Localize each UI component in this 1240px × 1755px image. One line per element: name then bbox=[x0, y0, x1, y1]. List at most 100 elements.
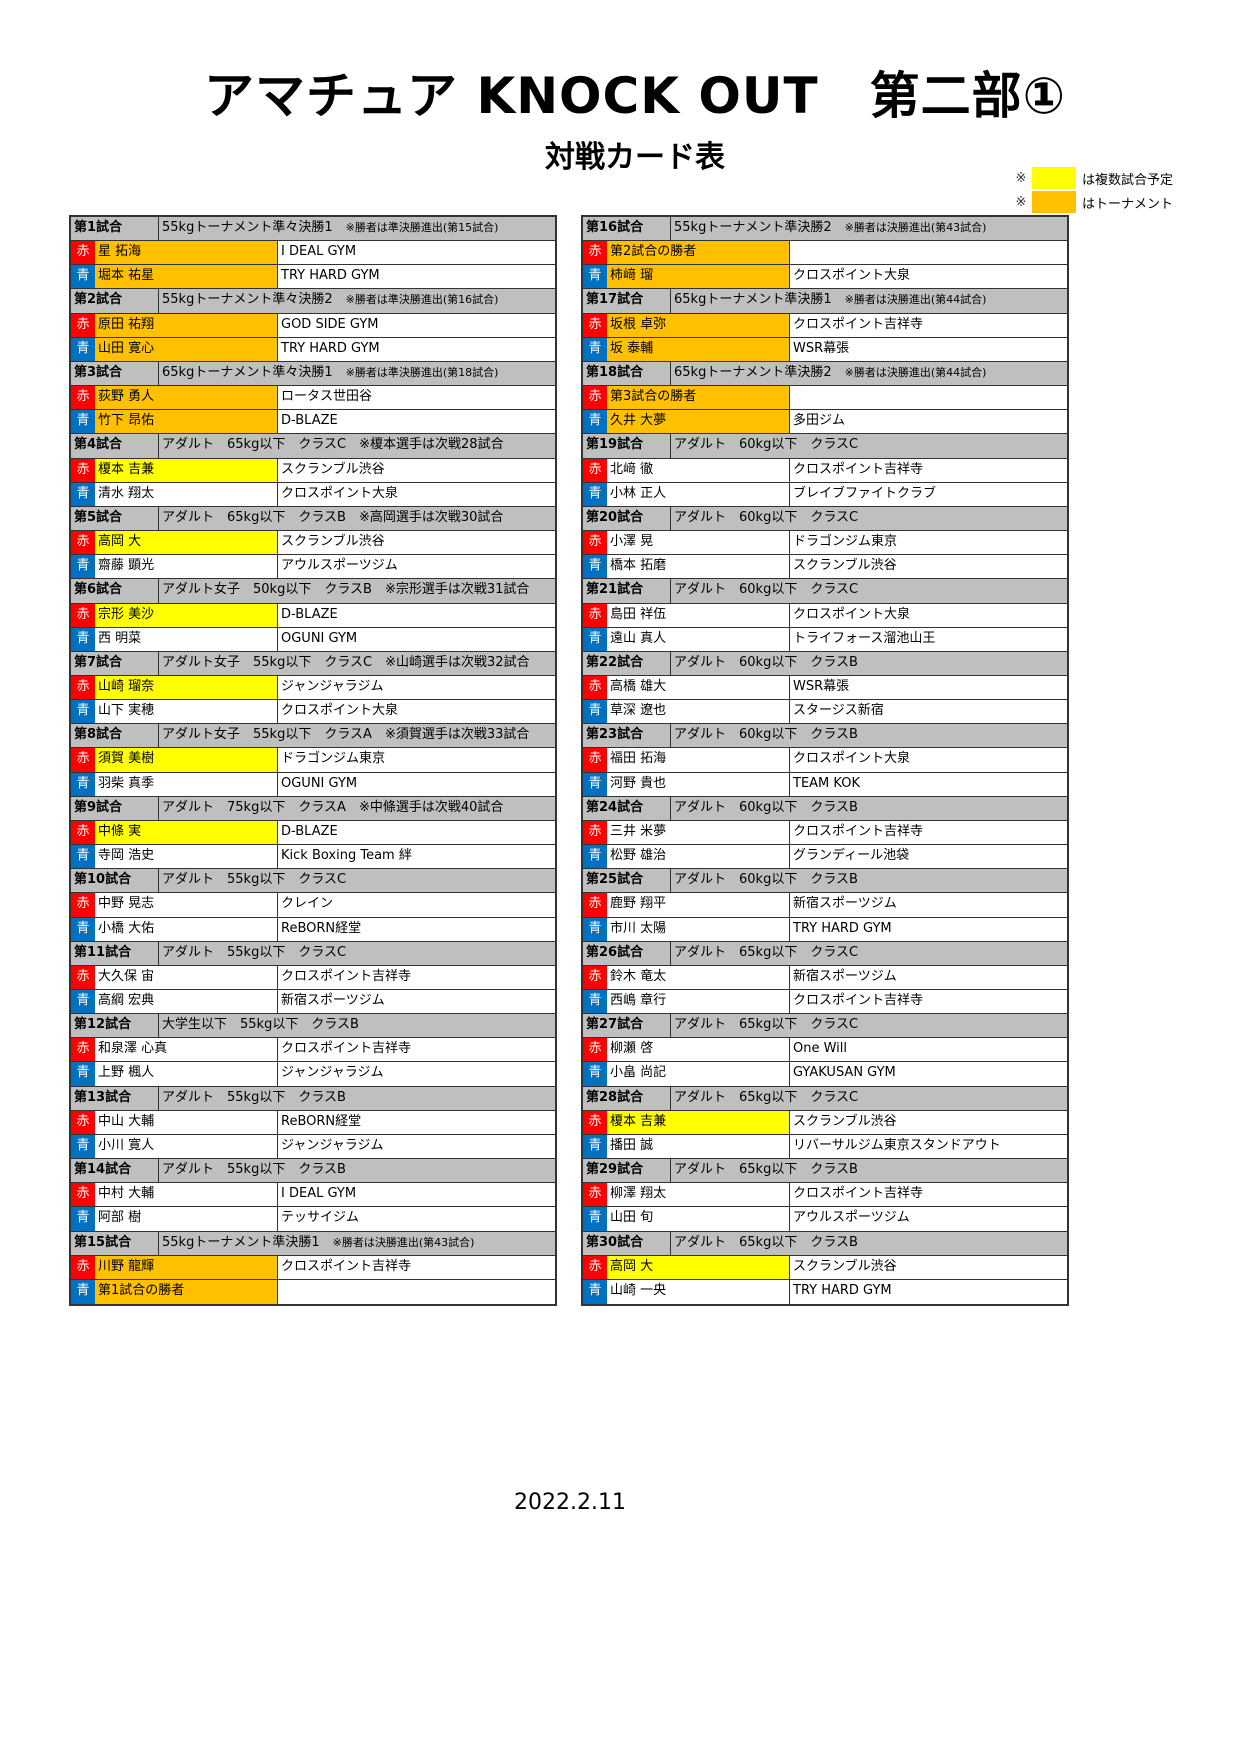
fighter-gym: クロスポイント大泉 bbox=[281, 485, 399, 501]
corner-blue: 青 bbox=[583, 1279, 607, 1305]
corner-blue: 青 bbox=[583, 1134, 607, 1159]
fighter-gym: D-BLAZE bbox=[281, 823, 338, 839]
fighter-row-blue: 青竹下 昂佑 D-BLAZE bbox=[71, 410, 555, 435]
fighter-name: 山崎 一央 bbox=[607, 1279, 790, 1305]
corner-red: 赤 bbox=[583, 531, 607, 555]
fighter-row-blue: 青久井 大夢 多田ジム bbox=[583, 410, 1067, 435]
legend-label: はトーナメント bbox=[1082, 196, 1174, 212]
fighter-name: 榎本 吉兼 bbox=[607, 1110, 790, 1134]
match-description: アダルト 55kg以下 クラスB bbox=[159, 1159, 555, 1182]
fighter-row-blue: 青柿﨑 瑠クロスポイント大泉 bbox=[583, 265, 1067, 290]
match-description: 65kgトーナメント準決勝1 ※勝者は決勝進出(第44試合) bbox=[671, 289, 1067, 312]
fighter-gym: OGUNI GYM bbox=[281, 775, 358, 791]
fighter-row-blue: 青小林 正人 ブレイブファイトクラブ bbox=[583, 482, 1067, 507]
fighter-gym: クロスポイント大泉 bbox=[793, 751, 911, 767]
fighter-gym bbox=[790, 241, 1067, 264]
fighter-gym: TRY HARD GYM bbox=[793, 1282, 892, 1298]
match-number: 第19試合 bbox=[583, 434, 671, 458]
fighter-name: 鈴木 竜太 bbox=[607, 965, 790, 989]
match-header: 第5試合 アダルト 65kg以下 クラスB ※高岡選手は次戦30試合 bbox=[71, 506, 555, 532]
match-category: 55kgトーナメント準々決勝2 bbox=[162, 292, 333, 308]
fighter-row-red: 赤第3試合の勝者 bbox=[583, 386, 1067, 411]
match-header: 第15試合 55kgトーナメント準決勝1 ※勝者は決勝進出(第43試合) bbox=[71, 1231, 555, 1256]
fighter-gym: スクランブル渋谷 bbox=[281, 534, 385, 550]
fighter-name: 島田 祥伍 bbox=[607, 603, 790, 627]
fighter-name: 鹿野 翔平 bbox=[607, 893, 790, 917]
fighter-name: 西嶋 章行 bbox=[607, 990, 790, 1014]
match-category: アダルト 60kg以下 クラスB bbox=[674, 872, 858, 888]
match-category: アダルト女子 55kg以下 クラスC ※山崎選手は次戦32試合 bbox=[162, 654, 530, 670]
match-header: 第16試合 55kgトーナメント準決勝2 ※勝者は決勝進出(第43試合) bbox=[583, 217, 1067, 242]
corner-blue: 青 bbox=[71, 772, 95, 796]
fighter-row-red: 赤荻野 勇人 ロータス世田谷 bbox=[71, 386, 555, 411]
fighter-name: 星 拓海 bbox=[95, 241, 278, 265]
match-number: 第20試合 bbox=[583, 506, 671, 531]
fighter-gym: クロスポイント吉祥寺 bbox=[281, 1041, 412, 1057]
match-note: ※勝者は決勝進出(第43試合) bbox=[332, 1235, 475, 1249]
fighter-gym: クロスポイント吉祥寺 bbox=[793, 993, 924, 1008]
corner-blue: 青 bbox=[71, 917, 95, 941]
match-description: アダルト 55kg以下 クラスC bbox=[159, 869, 555, 892]
fighter-gym: ジャンジャラジム bbox=[281, 678, 384, 694]
fighter-row-red: 赤柳瀬 啓 One Will bbox=[583, 1038, 1067, 1063]
match-header: 第1試合 55kgトーナメント準々決勝1 ※勝者は準決勝進出(第15試合) bbox=[71, 217, 555, 242]
corner-red: 赤 bbox=[583, 603, 607, 627]
legend-multiple: ※ は複数試合予定 bbox=[1010, 167, 1173, 189]
fighter-name: 遠山 真人 bbox=[607, 627, 790, 651]
match-header: 第25試合 アダルト 60kg以下 クラスB bbox=[583, 869, 1067, 894]
corner-red: 赤 bbox=[71, 531, 95, 555]
corner-blue: 青 bbox=[583, 265, 607, 289]
corner-red: 赤 bbox=[71, 241, 95, 265]
fighter-row-red: 赤高橋 雄大 WSR幕張 bbox=[583, 675, 1067, 701]
match-description: アダルト 75kg以下 クラスA ※中條選手は次戦40試合 bbox=[159, 797, 555, 820]
match-note: ※勝者は準決勝進出(第15試合) bbox=[345, 221, 499, 234]
match-number: 第15試合 bbox=[71, 1231, 159, 1255]
fighter-name: 羽柴 真季 bbox=[95, 772, 278, 796]
corner-red: 赤 bbox=[71, 1110, 95, 1134]
match-header: 第17試合 65kgトーナメント準決勝1 ※勝者は決勝進出(第44試合) bbox=[583, 289, 1067, 314]
match-number: 第17試合 bbox=[583, 289, 671, 313]
fighter-gym: グランディール池袋 bbox=[793, 848, 910, 864]
match-header: 第6試合 アダルト女子 50kg以下 クラスB ※宗形選手は次戦31試合 bbox=[71, 579, 555, 604]
match-header: 第12試合 大学生以下 55kg以下 クラスB bbox=[71, 1014, 555, 1039]
fighter-gym: クレイン bbox=[281, 896, 334, 912]
match-note: ※勝者は決勝進出(第43試合) bbox=[844, 221, 987, 234]
corner-blue: 青 bbox=[71, 482, 95, 506]
fighter-row-blue: 青市川 太陽 TRY HARD GYM bbox=[583, 917, 1067, 942]
match-category: アダルト 55kg以下 クラスC bbox=[162, 872, 347, 888]
fighter-row-red: 赤大久保 宙クロスポイント吉祥寺 bbox=[71, 965, 555, 990]
fighter-name: 播田 誠 bbox=[607, 1134, 790, 1159]
fighter-gym: クロスポイント吉祥寺 bbox=[793, 1186, 924, 1202]
match-table-left: 第1試合 55kgトーナメント準々決勝1 ※勝者は準決勝進出(第15試合) 赤星 拓… bbox=[69, 215, 557, 1307]
corner-blue: 青 bbox=[583, 482, 607, 506]
match-category: アダルト 60kg以下 クラスB bbox=[674, 727, 858, 743]
match-category: 65kgトーナメント準決勝1 bbox=[674, 292, 832, 308]
fighter-name: 山下 実穂 bbox=[95, 700, 278, 724]
match-number: 第30試合 bbox=[583, 1231, 671, 1255]
fighter-gym: WSR幕張 bbox=[793, 678, 850, 694]
fighter-name: 第2試合の勝者 bbox=[607, 241, 790, 265]
fighter-gym: 新宿スポーツジム bbox=[793, 896, 897, 912]
match-number: 第14試合 bbox=[71, 1159, 159, 1183]
match-header: 第23試合 アダルト 60kg以下 クラスB bbox=[583, 724, 1067, 749]
corner-red: 赤 bbox=[583, 675, 607, 700]
fighter-name: 堀本 祐星 bbox=[95, 265, 278, 289]
fighter-name: 柿﨑 瑠 bbox=[607, 265, 790, 289]
fighter-row-red: 赤榎本 吉兼 スクランブル渋谷 bbox=[583, 1110, 1067, 1135]
fighter-row-blue: 青寺岡 浩史 Kick Boxing Team 絆 bbox=[71, 845, 555, 870]
corner-blue: 青 bbox=[71, 410, 95, 434]
match-number: 第13試合 bbox=[71, 1086, 159, 1110]
fighter-name: 中條 実 bbox=[95, 820, 278, 845]
corner-red: 赤 bbox=[583, 965, 607, 989]
match-description: 55kgトーナメント準決勝1 ※勝者は決勝進出(第43試合) bbox=[159, 1232, 555, 1255]
match-category: アダルト 65kg以下 クラスC ※榎本選手は次戦28試合 bbox=[162, 437, 504, 453]
match-note: ※勝者は準決勝進出(第16試合) bbox=[345, 293, 499, 307]
fighter-row-blue: 青高綱 宏典 新宿スポーツジム bbox=[71, 990, 555, 1015]
fighter-name: 寺岡 浩史 bbox=[95, 845, 278, 869]
match-category: アダルト 55kg以下 クラスB bbox=[162, 1162, 346, 1178]
match-header: 第2試合 55kgトーナメント準々決勝2 ※勝者は準決勝進出(第16試合) bbox=[71, 289, 555, 314]
match-category: アダルト女子 50kg以下 クラスB ※宗形選手は次戦31試合 bbox=[162, 582, 530, 598]
match-header: 第20試合 アダルト 60kg以下 クラスC bbox=[583, 506, 1067, 532]
fighter-row-blue: 青齋藤 顕光 アウルスポーツジム bbox=[71, 555, 555, 580]
corner-blue: 青 bbox=[71, 265, 95, 289]
